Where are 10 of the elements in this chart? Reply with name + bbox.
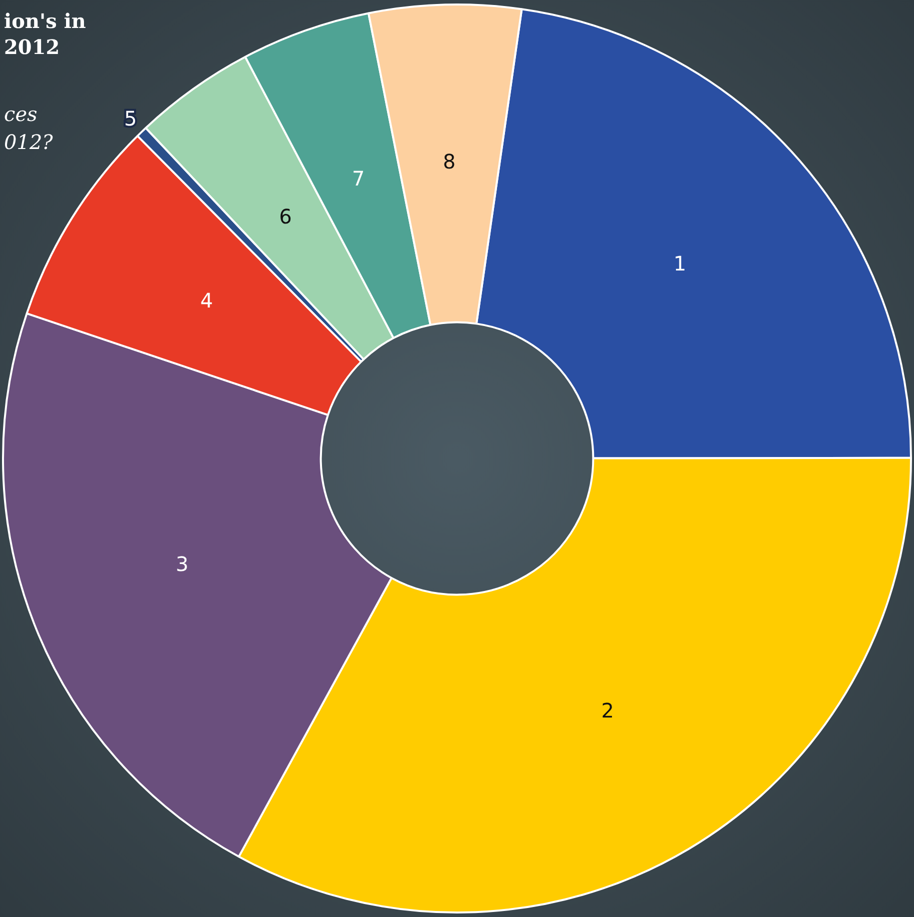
slice-label: 7: [352, 166, 365, 191]
slice-label: 5: [124, 106, 137, 131]
slice-label: 1: [674, 251, 686, 276]
slice-label: 4: [200, 288, 213, 312]
slice-label: 8: [442, 150, 456, 174]
text: ion's in 2012: [4, 8, 87, 60]
slice-label: 3: [176, 552, 188, 576]
slice-label: 6: [279, 204, 292, 229]
text: ces 012?: [4, 101, 54, 156]
slice-label: 2: [601, 698, 614, 722]
